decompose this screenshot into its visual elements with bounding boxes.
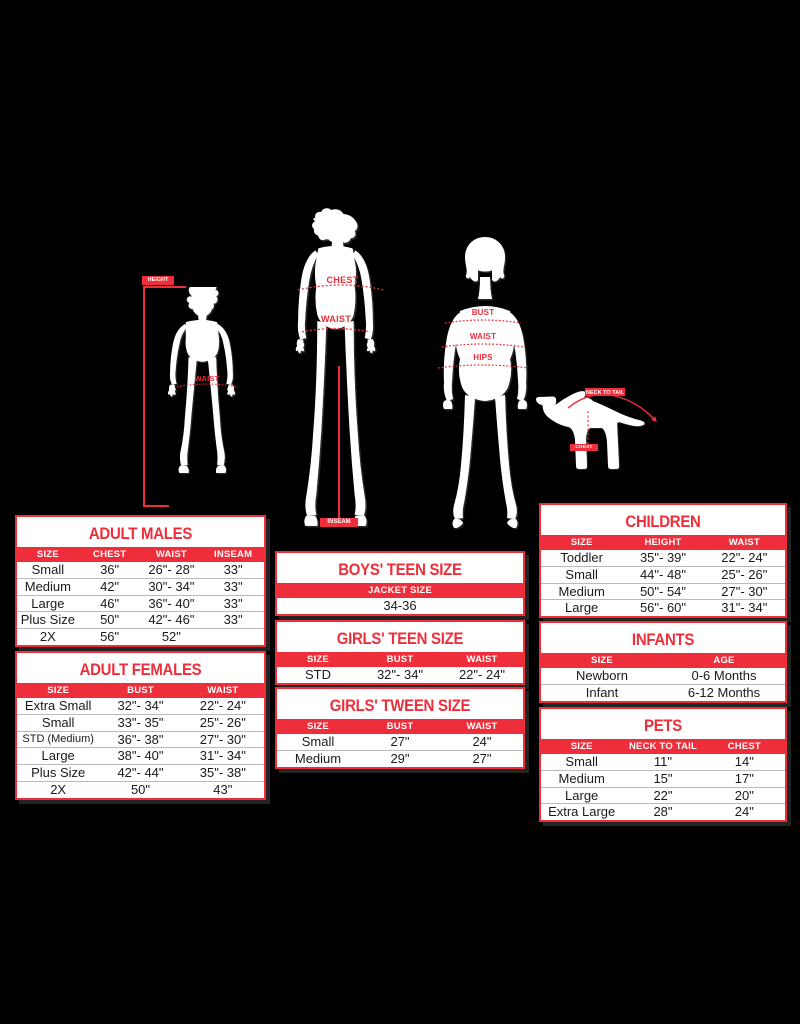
svg-text:NECK TO TAIL: NECK TO TAIL — [586, 390, 625, 396]
